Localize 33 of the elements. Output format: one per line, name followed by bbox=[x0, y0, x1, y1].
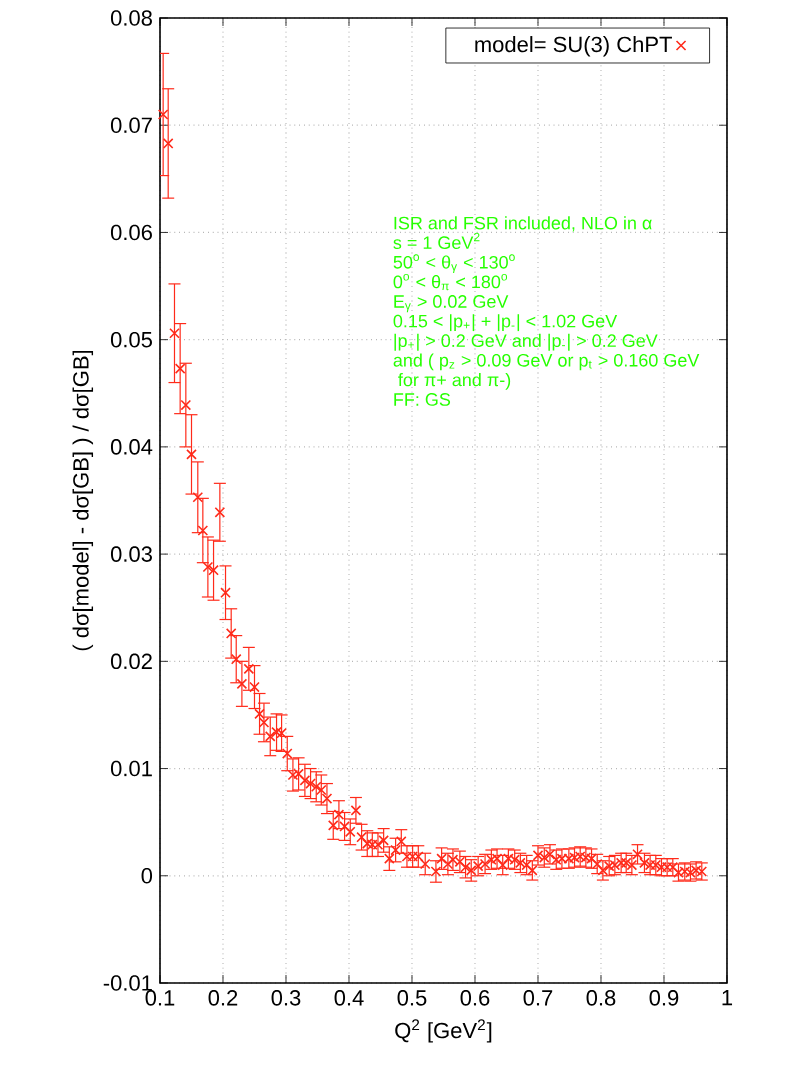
annotation: 0.15 < |p$_{+}$| + |p$_{-}$| < 1.02 GeV bbox=[393, 314, 618, 332]
annotation: 50$^{o}$ < θ$_{γ}$ < 130$^{o}$ bbox=[393, 254, 515, 273]
y-axis-title: ( dσ[model] - dσ[GB] ) / dσ[GB] bbox=[72, 350, 94, 651]
annotation: FF: GS bbox=[394, 393, 451, 406]
annotation: ISR and FSR included, NLO in α bbox=[394, 216, 652, 232]
x-tick-label: 0.6 bbox=[460, 990, 490, 1006]
x-tick-label: 0.4 bbox=[334, 990, 364, 1006]
x-tick-label: 0.5 bbox=[397, 990, 427, 1006]
x-tick-label: 0.8 bbox=[586, 990, 616, 1006]
y-tick-label: 0.08 bbox=[110, 10, 152, 26]
annotation: s = 1 GeV$^{2}$ bbox=[393, 232, 480, 250]
y-tick-label: 0.03 bbox=[110, 546, 152, 562]
y-tick-label: 0.02 bbox=[110, 653, 152, 670]
x-axis-title: Q$^{2}$ [GeV$^{2}$] bbox=[395, 1019, 492, 1043]
annotation: 0$^{o}$ < θ$_{π}$ < 180$^{o}$ bbox=[393, 273, 508, 291]
x-tick-label: 0.2 bbox=[208, 990, 238, 1006]
y-tick-label: 0.05 bbox=[110, 331, 152, 348]
annotation: E$_{γ}$ > 0.02 GeV bbox=[394, 295, 509, 313]
y-tick-label: 0.04 bbox=[110, 439, 153, 455]
annotation: and ( p$_{z}$ > 0.09 GeV or p$_{t}$ > 0.160 GeV bbox=[393, 353, 700, 371]
legend-label: model= SU(3) ChPT bbox=[475, 36, 672, 57]
y-tick-label: 0 bbox=[141, 868, 153, 884]
y-tick-label: -0.01 bbox=[103, 975, 152, 991]
x-tick-label: 0.7 bbox=[523, 990, 553, 1006]
x-tick-label: 0.1 bbox=[145, 990, 175, 1006]
annotation: |p$_{+}$| > 0.2 GeV and |p$_{-}$| > 0.2 GeV bbox=[394, 333, 658, 351]
y-tick-label: 0.06 bbox=[110, 224, 152, 241]
y-tick-label: 0.07 bbox=[110, 117, 152, 134]
y-tick-label: 0.01 bbox=[110, 760, 152, 777]
annotation: for π+ and π-) bbox=[398, 373, 511, 390]
x-tick-label: 0.9 bbox=[649, 990, 679, 1006]
x-tick-label: 1 bbox=[722, 990, 733, 1006]
x-tick-label: 0.3 bbox=[271, 990, 301, 1006]
